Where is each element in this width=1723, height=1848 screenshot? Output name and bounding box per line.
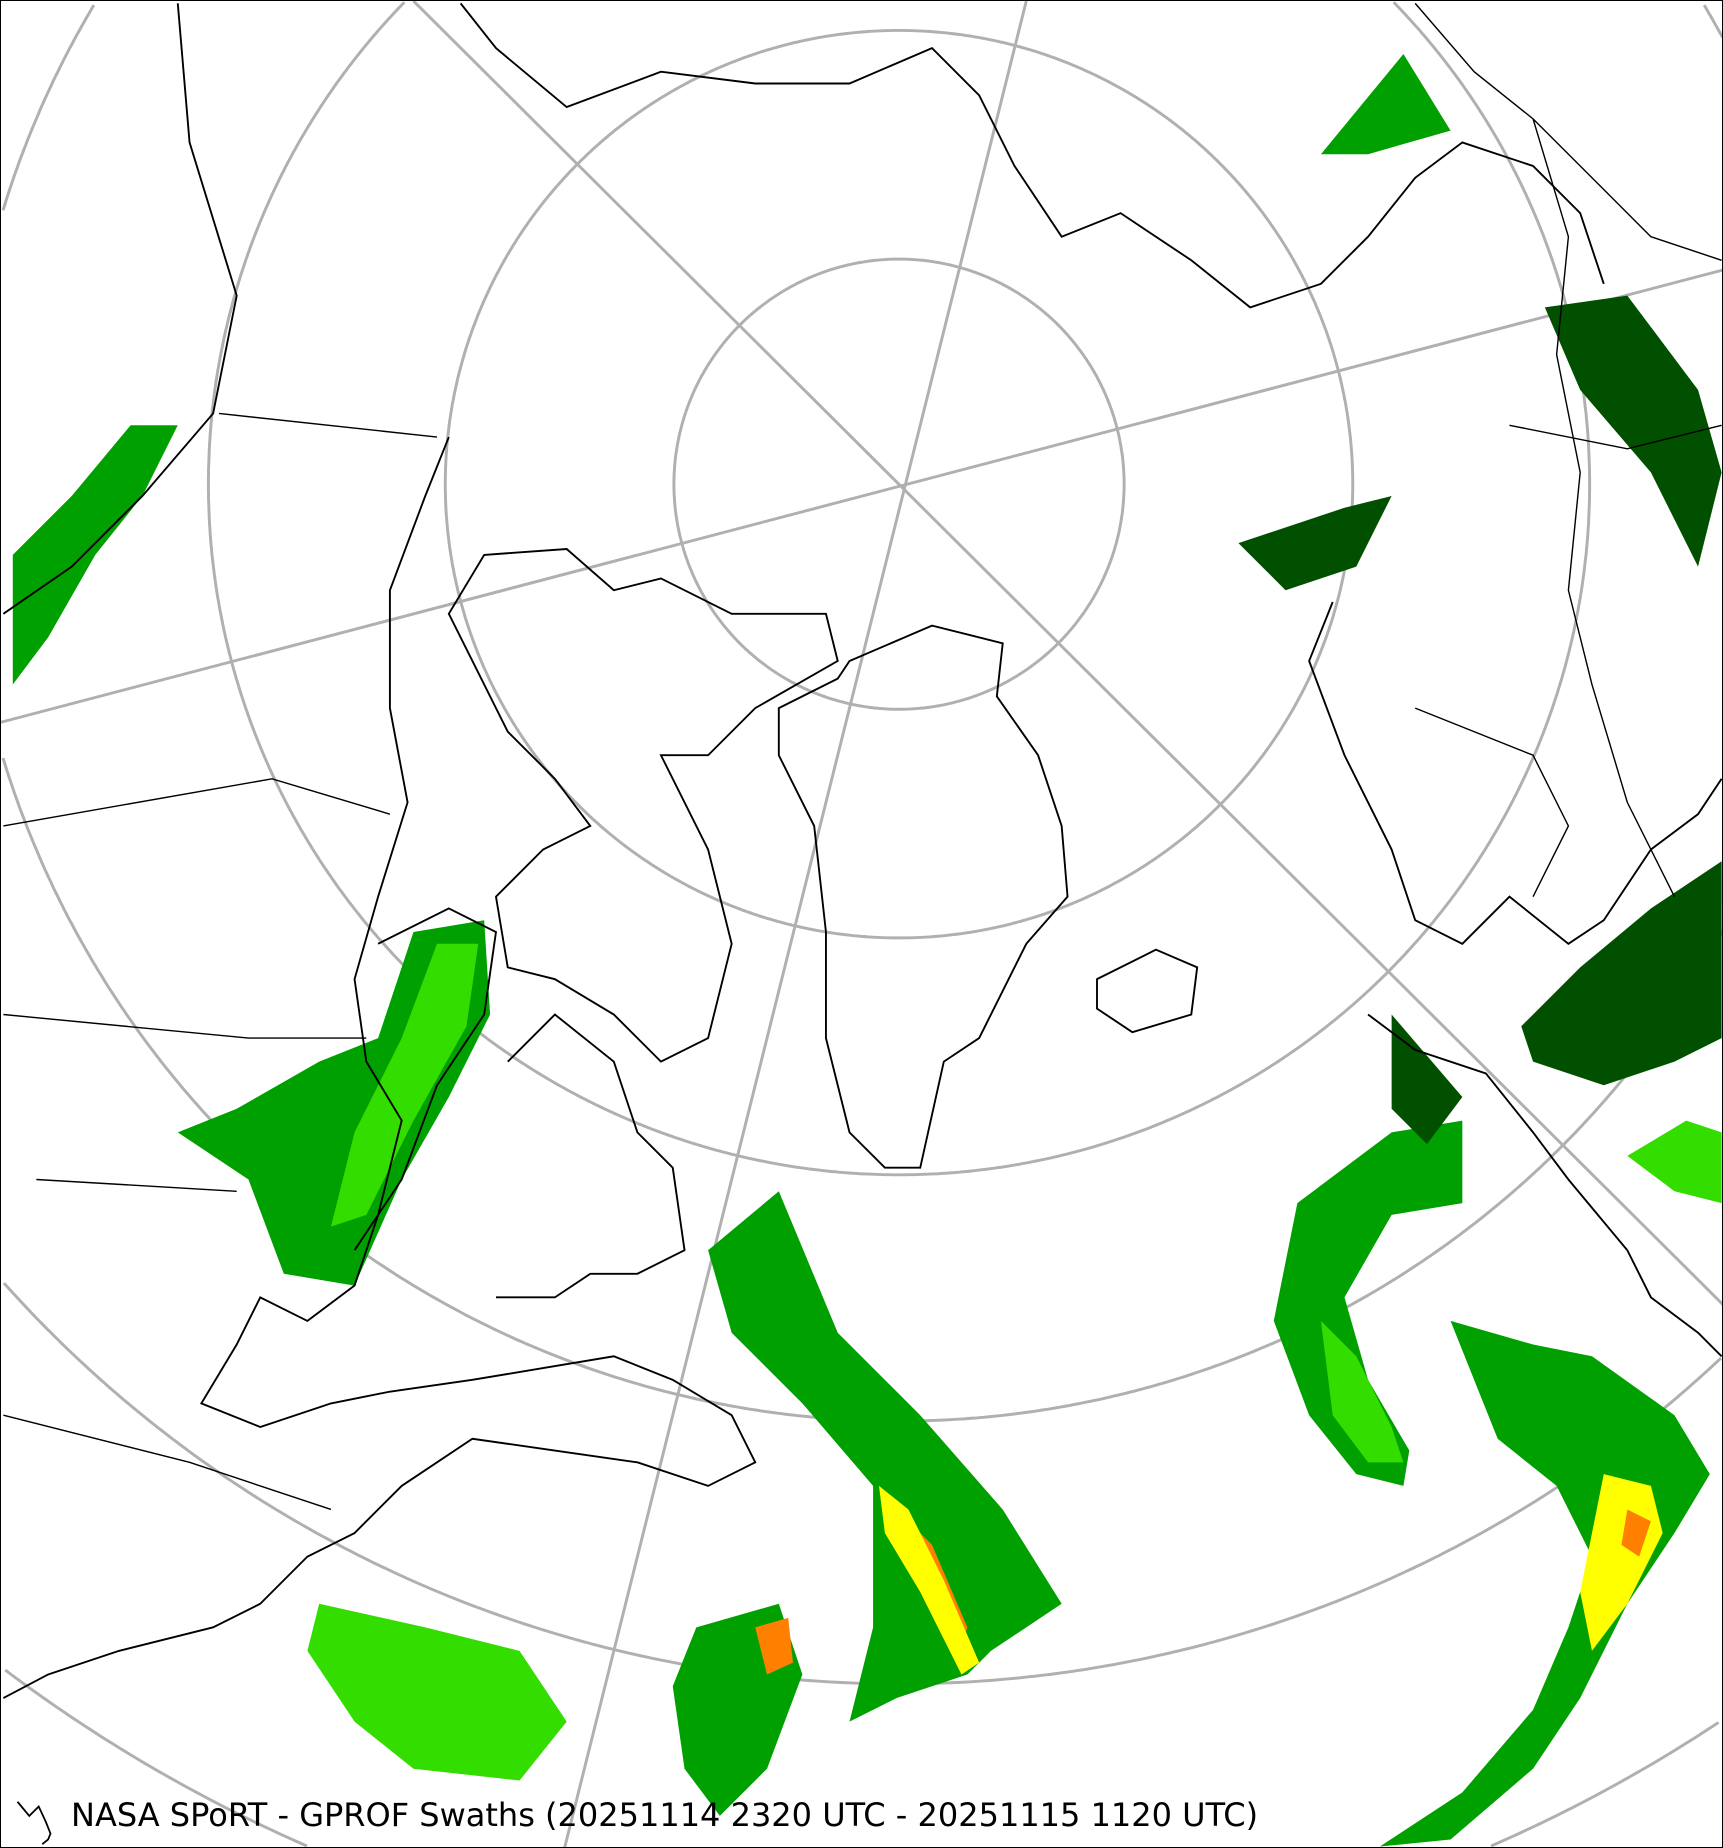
meridian-line [1, 268, 1722, 724]
latitude-circle [206, 1, 1592, 1177]
precip-area-norwegian-sea [1391, 1014, 1463, 1145]
iceland-coastline [1096, 948, 1199, 1034]
coastlines [2, 2, 1722, 1699]
precipitation-swaths [12, 54, 1722, 1847]
precip-area-scandinavia [1521, 861, 1722, 1086]
labrador-coastline [495, 1013, 686, 1299]
country-borders [3, 2, 1722, 1511]
precip-area-north-atlantic-comma [1273, 1120, 1463, 1486]
precip-area-atlantic-yellow [878, 1485, 980, 1675]
hudson-bay-coastline [353, 907, 497, 1251]
latitude-circle [1, 4, 1722, 1423]
precip-area-iberia [1627, 1120, 1722, 1204]
precip-area-kamchatka [1238, 495, 1392, 591]
precip-area-north-atlantic-core [1320, 1320, 1404, 1463]
canadian-archipelago-coastline [447, 548, 839, 1063]
precip-area-sw-atlantic [307, 1603, 567, 1781]
latitude-circle [2, 1282, 1722, 1686]
precip-area-siberia-east [1544, 295, 1722, 567]
precip-area-europe-south [1379, 1320, 1710, 1847]
map-caption: NASA SPoRT - GPROF Swaths (20251114 2320… [71, 1796, 1259, 1834]
precip-area-europe-south-intense [1621, 1509, 1651, 1557]
latitude-circle [672, 257, 1126, 711]
meridian-line [563, 1, 1028, 1847]
precip-area-hudson-core [330, 943, 479, 1227]
meridian-line [412, 1, 1722, 1306]
precip-area-atlantic-front [708, 1191, 1062, 1722]
latitude-circle [443, 28, 1355, 940]
precip-area-siberia [1320, 54, 1451, 155]
latitude-circle [4, 1668, 1720, 1847]
north-arrow-icon [16, 1801, 52, 1845]
eurasia-coastline [459, 2, 1722, 1357]
precip-area-mid-atlantic-core [755, 1617, 793, 1675]
greenland-coastline [777, 624, 1069, 1169]
north-america-coastline [2, 3, 757, 1699]
precip-area-alaska [12, 425, 178, 685]
